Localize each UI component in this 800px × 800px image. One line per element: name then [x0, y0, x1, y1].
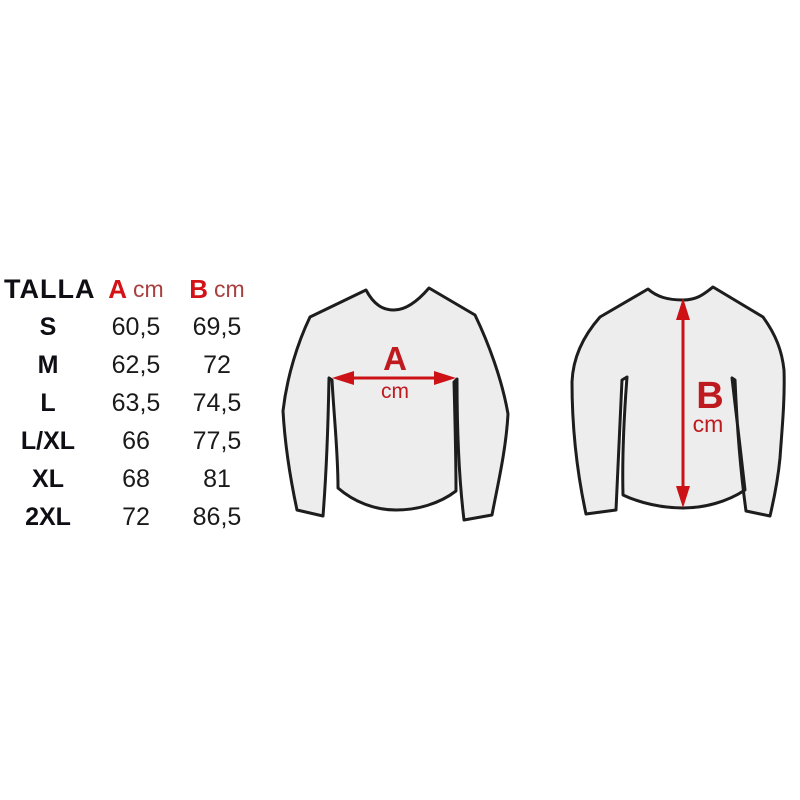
- shirt-front-silhouette: [281, 286, 510, 522]
- measure-a-value: 63,5: [111, 388, 161, 417]
- measure-a-value: 62,5: [111, 350, 161, 379]
- shirt-back-diagram: B cm: [556, 272, 800, 538]
- size-label: M: [37, 350, 59, 379]
- size-label: L: [40, 388, 56, 417]
- measure-b-value: 69,5: [192, 312, 242, 341]
- col-b-letter: B: [189, 274, 209, 304]
- measure-b-value: 86,5: [192, 502, 242, 531]
- size-label: S: [39, 312, 57, 341]
- measure-b-value: 81: [203, 464, 231, 493]
- col-a-unit: cm: [133, 275, 164, 302]
- size-table: TALLA A cm B cm S 60,5 69,5 M 62,5 72 L …: [2, 270, 256, 536]
- back-dimension-letter: B: [696, 375, 723, 417]
- shirt-front-diagram: A cm: [266, 276, 516, 538]
- measure-b-value: 77,5: [192, 426, 242, 455]
- front-dimension-unit: cm: [381, 380, 409, 403]
- measure-a-value: 68: [122, 464, 150, 493]
- shirt-back-silhouette: [570, 285, 786, 518]
- col-b-unit: cm: [214, 275, 245, 302]
- measure-a-value: 72: [122, 502, 150, 531]
- size-label: XL: [32, 464, 64, 493]
- measure-b-value: 74,5: [192, 388, 242, 417]
- measure-b-value: 72: [203, 350, 231, 379]
- table-header-a: A cm: [94, 270, 178, 308]
- size-label: L/XL: [20, 426, 76, 455]
- measure-a-value: 60,5: [111, 312, 161, 341]
- back-dimension-unit: cm: [693, 411, 724, 437]
- width-arrow-icon: [332, 371, 456, 385]
- table-header-size: TALLA: [4, 273, 96, 304]
- front-dimension-letter: A: [383, 340, 407, 377]
- height-arrow-icon: [676, 298, 690, 508]
- col-a-letter: A: [108, 274, 128, 304]
- measure-a-value: 66: [122, 426, 150, 455]
- size-label: 2XL: [25, 502, 71, 531]
- table-header-b: B cm: [178, 270, 256, 308]
